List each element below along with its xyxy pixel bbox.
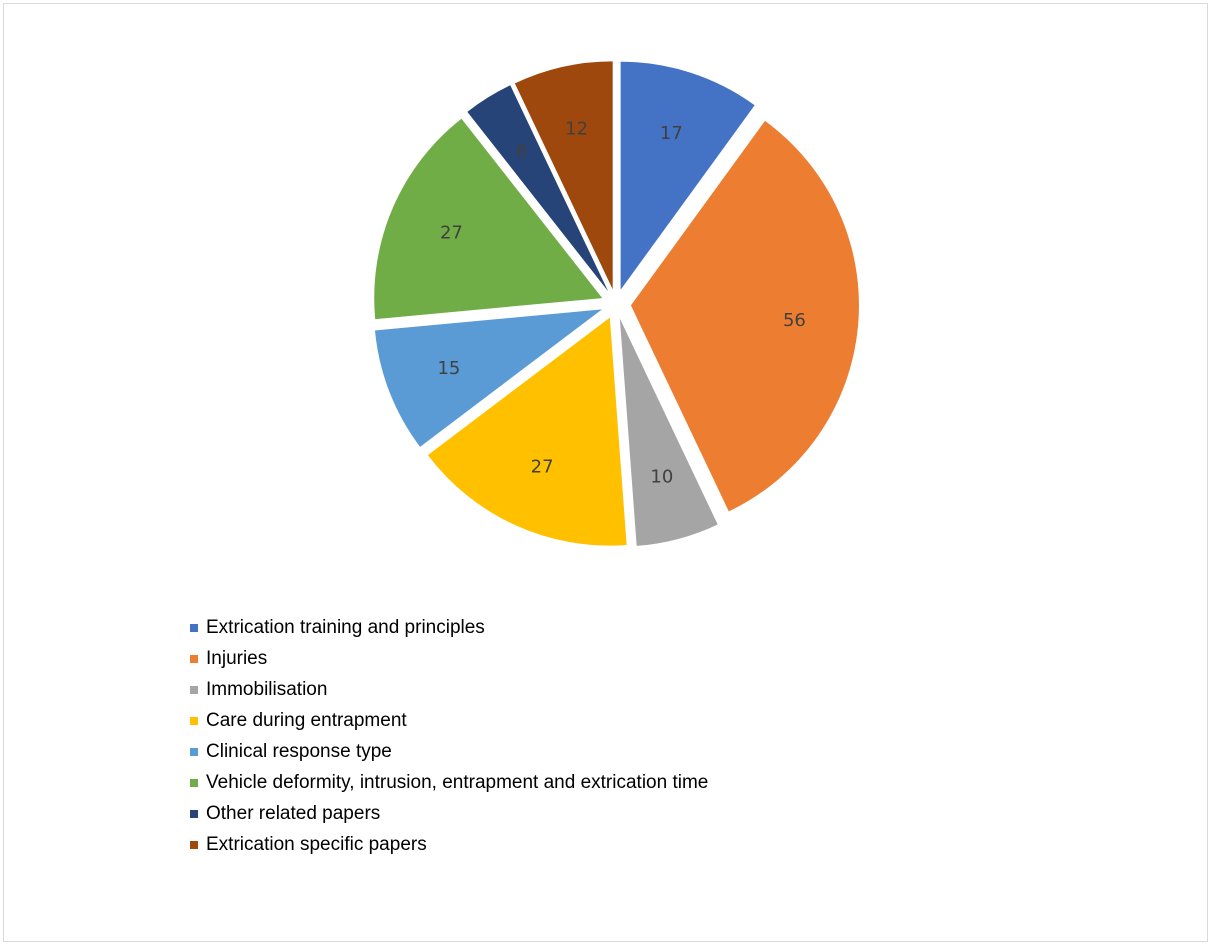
pie-slice-clinical-response-type: [374, 309, 603, 447]
chart-legend: Extrication training and principles Injur…: [190, 612, 708, 860]
data-label-extrication-specific-papers: 12: [565, 119, 588, 140]
chart-area: 17 56 10 27 15 27 6 12 Extrication training and…: [3, 3, 1208, 942]
legend-swatch: [190, 747, 198, 756]
pie-slice-other-related-papers: [467, 85, 609, 292]
data-label-vehicle-deformity-intrusion-entrapment-and-extrication-time: 27: [440, 223, 463, 244]
pie-slice-extrication-specific-papers: [514, 61, 613, 290]
legend-item-extrication-specific-papers: Extrication specific papers: [190, 829, 708, 860]
legend-label: Extrication training and principles: [206, 616, 485, 638]
pie-slice-vehicle-deformity-intrusion-entrapment-and-extrication-time: [374, 118, 603, 320]
legend-item-other-related-papers: Other related papers: [190, 798, 708, 829]
legend-label: Immobilisation: [206, 678, 328, 700]
pie-slice-extrication-training-and-principles: [620, 61, 755, 290]
pie-slice-immobilisation: [619, 318, 718, 546]
legend-item-immobilisation: Immobilisation: [190, 674, 708, 705]
legend-item-extrication-training-and-principles: Extrication training and principles: [190, 612, 708, 643]
legend-label: Extrication specific papers: [206, 833, 427, 855]
pie-chart: 17 56 10 27 15 27 6 12: [374, 61, 859, 546]
legend-swatch: [190, 840, 198, 849]
legend-label: Care during entrapment: [206, 709, 407, 731]
legend-label: Other related papers: [206, 802, 381, 824]
legend-item-clinical-response-type: Clinical response type: [190, 736, 708, 767]
legend-item-care-during-entrapment: Care during entrapment: [190, 705, 708, 736]
data-label-other-related-papers: 6: [516, 141, 527, 162]
legend-swatch: [190, 778, 198, 787]
legend-swatch: [190, 685, 198, 694]
legend-label: Vehicle deformity, intrusion, entrapment…: [206, 771, 709, 793]
legend-label: Injuries: [206, 647, 268, 669]
legend-swatch: [190, 716, 198, 725]
legend-item-injuries: Injuries: [190, 643, 708, 674]
legend-item-vehicle-deformity-intrusion-entrapment-and-extrication-time: Vehicle deformity, intrusion, entrapment…: [190, 767, 708, 798]
legend-label: Clinical response type: [206, 740, 392, 762]
data-label-clinical-response-type: 15: [437, 358, 460, 379]
pie-slice-care-during-entrapment: [427, 317, 627, 546]
pie-slice-injuries: [630, 120, 859, 512]
legend-swatch: [190, 654, 198, 663]
legend-swatch: [190, 623, 198, 632]
data-label-injuries: 56: [783, 310, 806, 331]
data-label-extrication-training-and-principles: 17: [660, 123, 683, 144]
data-label-care-during-entrapment: 27: [531, 457, 554, 478]
legend-swatch: [190, 809, 198, 818]
data-label-immobilisation: 10: [650, 467, 673, 488]
